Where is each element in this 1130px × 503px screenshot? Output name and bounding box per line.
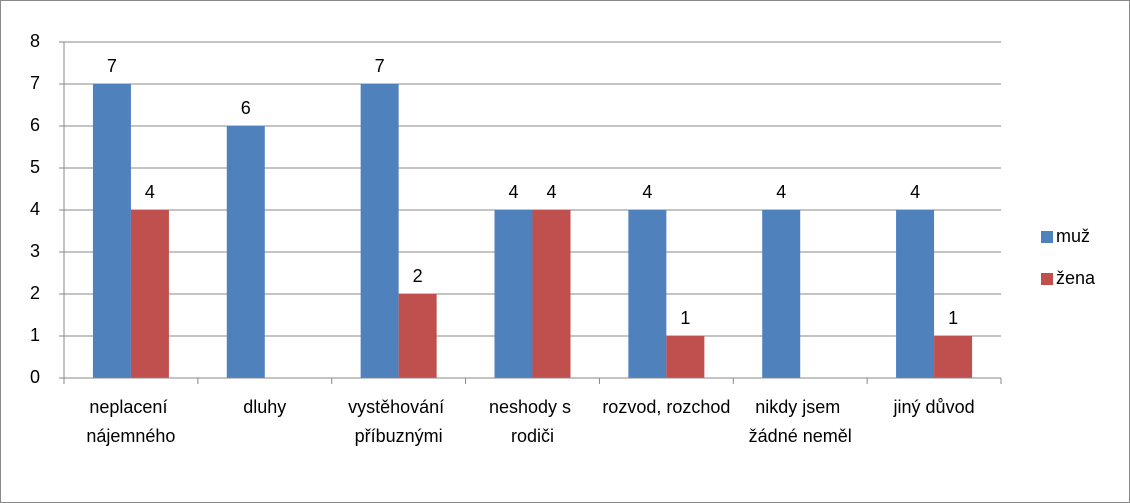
x-tick-label: dluhy xyxy=(243,397,286,417)
bar xyxy=(934,336,973,378)
x-tick-label: neplacení nájemného xyxy=(86,397,175,446)
data-label: 2 xyxy=(413,266,423,286)
data-label: 1 xyxy=(680,308,690,328)
bar xyxy=(628,210,667,378)
y-tick-label: 8 xyxy=(30,31,40,51)
y-tick-label: 0 xyxy=(30,367,40,387)
data-label: 1 xyxy=(948,308,958,328)
y-tick-label: 7 xyxy=(30,73,40,93)
y-tick-label: 5 xyxy=(30,157,40,177)
x-tick-label: jiný důvod xyxy=(893,397,975,417)
x-tick-label: neshody s rodiči xyxy=(489,397,576,446)
data-label: 4 xyxy=(546,182,556,202)
bar xyxy=(130,210,169,378)
bar xyxy=(398,294,437,378)
legend-swatch xyxy=(1041,273,1053,285)
legend-swatch xyxy=(1041,231,1053,243)
y-tick-label: 4 xyxy=(30,199,40,219)
y-tick-label: 6 xyxy=(30,115,40,135)
data-label: 4 xyxy=(642,182,652,202)
data-label: 4 xyxy=(910,182,920,202)
data-label: 4 xyxy=(145,182,155,202)
data-label: 4 xyxy=(508,182,518,202)
bar xyxy=(762,210,801,378)
x-tick-label: vystěhování příbuznými xyxy=(348,397,449,446)
x-tick-label: nikdy jsem žádné neměl xyxy=(749,397,852,446)
bar xyxy=(896,210,935,378)
x-tick-label: rozvod, rozchod xyxy=(602,397,730,417)
bar xyxy=(92,84,131,378)
data-label: 7 xyxy=(375,56,385,76)
y-tick-label: 1 xyxy=(30,325,40,345)
legend-label: žena xyxy=(1056,268,1096,288)
bar xyxy=(360,84,399,378)
y-tick-label: 2 xyxy=(30,283,40,303)
bar xyxy=(494,210,533,378)
bar xyxy=(666,336,705,378)
bar xyxy=(226,126,265,378)
y-tick-label: 3 xyxy=(30,241,40,261)
bar xyxy=(532,210,571,378)
data-label: 6 xyxy=(241,98,251,118)
data-label: 7 xyxy=(107,56,117,76)
legend-label: muž xyxy=(1056,226,1090,246)
data-label: 4 xyxy=(776,182,786,202)
